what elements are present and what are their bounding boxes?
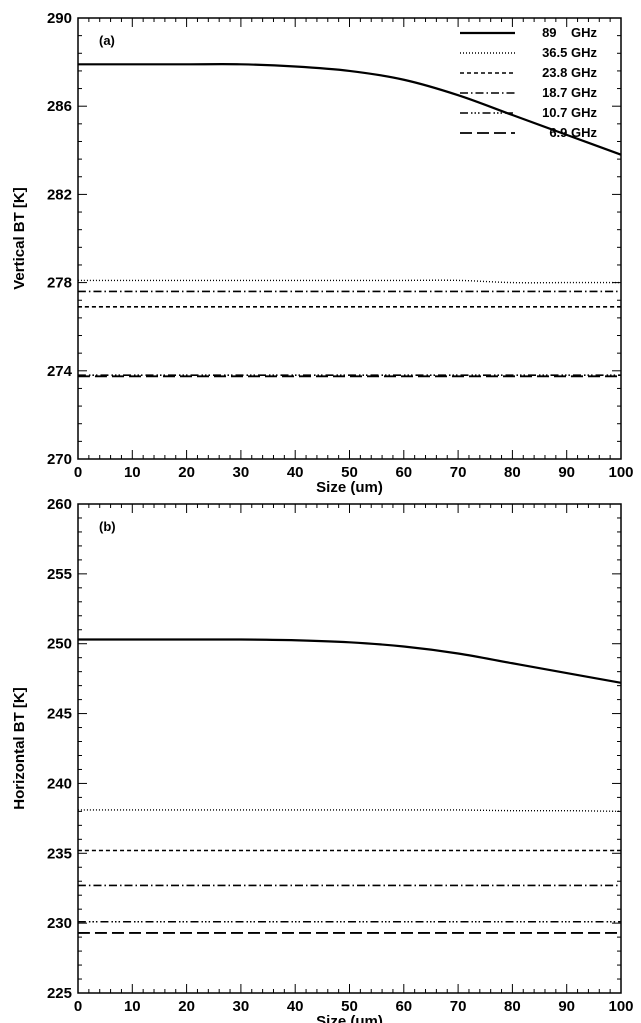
y-tick-label: 255 — [47, 566, 72, 583]
legend-label-5: 10.7 GHz — [542, 105, 597, 120]
x-tick-label: 60 — [395, 998, 412, 1015]
y-axis-label: Vertical BT [K] — [11, 187, 28, 290]
panel-label: (a) — [99, 33, 115, 48]
x-tick-label: 40 — [287, 998, 304, 1015]
x-axis-label: Size (um) — [316, 479, 383, 496]
y-tick-label: 260 — [47, 496, 72, 513]
y-tick-label: 274 — [47, 363, 73, 380]
y-tick-label: 225 — [47, 985, 72, 1002]
legend-label-3: 23.8 GHz — [542, 65, 597, 80]
y-tick-label: 235 — [47, 845, 72, 862]
x-tick-label: 100 — [608, 998, 633, 1015]
series-line-1 — [78, 639, 621, 682]
x-tick-label: 10 — [124, 998, 141, 1015]
legend-label-1: 89 GHz — [542, 25, 597, 40]
chart-panel-a: 0 10 20 30 40 50 60 70 80 90 100270274278282286290… — [11, 10, 634, 496]
series-line-1 — [78, 64, 621, 155]
x-tick-label: 20 — [178, 464, 195, 481]
plot-frame — [78, 504, 621, 993]
y-tick-label: 245 — [47, 706, 72, 723]
x-tick-label: 80 — [504, 464, 521, 481]
legend: 89 GHz 36.5 GHz 23.8 GHz 18.7 GHz 10.7 GHz 6.… — [460, 25, 597, 140]
y-tick-label: 230 — [47, 915, 72, 932]
x-tick-label: 30 — [233, 464, 250, 481]
series-line-2 — [78, 810, 621, 811]
legend-label-6: 6.9 GHz — [549, 125, 597, 140]
x-tick-label: 30 — [233, 998, 250, 1015]
legend-label-4: 18.7 GHz — [542, 85, 597, 100]
legend-label-2: 36.5 GHz — [542, 45, 597, 60]
chart-panel-b: 0 10 20 30 40 50 60 70 80 90 100225230235240245250… — [11, 496, 634, 1023]
series-line-2 — [78, 280, 621, 283]
y-tick-label: 240 — [47, 775, 72, 792]
y-tick-label: 290 — [47, 10, 72, 27]
x-tick-label: 0 — [74, 464, 82, 481]
x-tick-label: 90 — [558, 464, 575, 481]
y-axis-label: Horizontal BT [K] — [11, 687, 28, 809]
x-tick-label: 40 — [287, 464, 304, 481]
x-tick-label: 0 — [74, 998, 82, 1015]
x-tick-label: 90 — [558, 998, 575, 1015]
x-tick-label: 80 — [504, 998, 521, 1015]
x-tick-label: 60 — [395, 464, 412, 481]
plot-frame — [78, 18, 621, 459]
x-tick-label: 20 — [178, 998, 195, 1015]
x-tick-label: 10 — [124, 464, 141, 481]
y-tick-label: 270 — [47, 451, 72, 468]
x-axis-label: Size (um) — [316, 1013, 383, 1023]
y-tick-label: 286 — [47, 98, 72, 115]
y-tick-label: 278 — [47, 275, 72, 292]
y-tick-label: 250 — [47, 636, 72, 653]
x-tick-label: 100 — [608, 464, 633, 481]
x-tick-label: 70 — [450, 998, 467, 1015]
x-tick-label: 70 — [450, 464, 467, 481]
y-tick-label: 282 — [47, 186, 72, 203]
panel-label: (b) — [99, 519, 116, 534]
